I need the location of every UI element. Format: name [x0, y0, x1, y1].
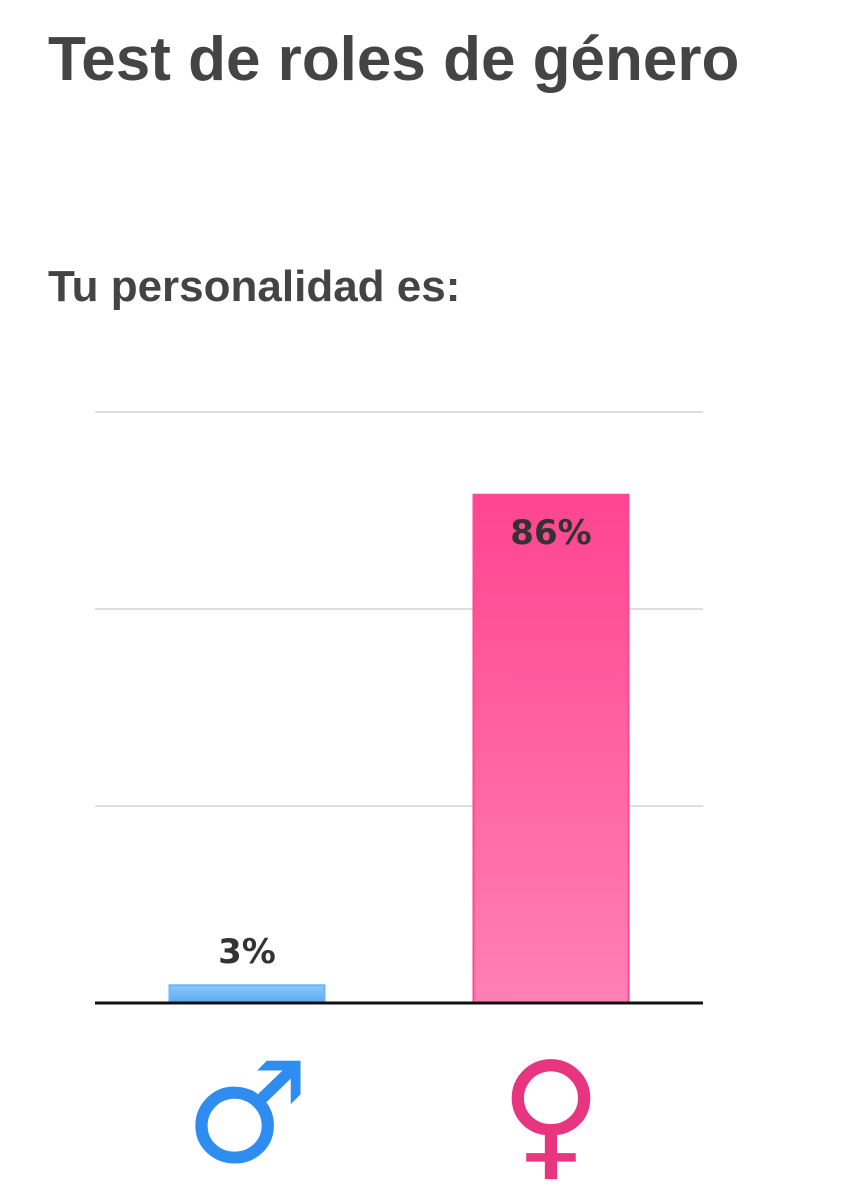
subtitle: Tu personalidad es:	[48, 262, 461, 311]
bar	[472, 493, 630, 1005]
bar	[168, 984, 326, 1005]
category-symbol: ♂	[184, 1033, 310, 1196]
chart: 3% ♂ 86% ♀	[95, 411, 703, 1196]
value-label: 3%	[218, 932, 276, 972]
category-symbol: ♀	[500, 1033, 603, 1196]
value-label: 86%	[510, 513, 591, 553]
page-title: Test de roles de género	[48, 25, 740, 94]
